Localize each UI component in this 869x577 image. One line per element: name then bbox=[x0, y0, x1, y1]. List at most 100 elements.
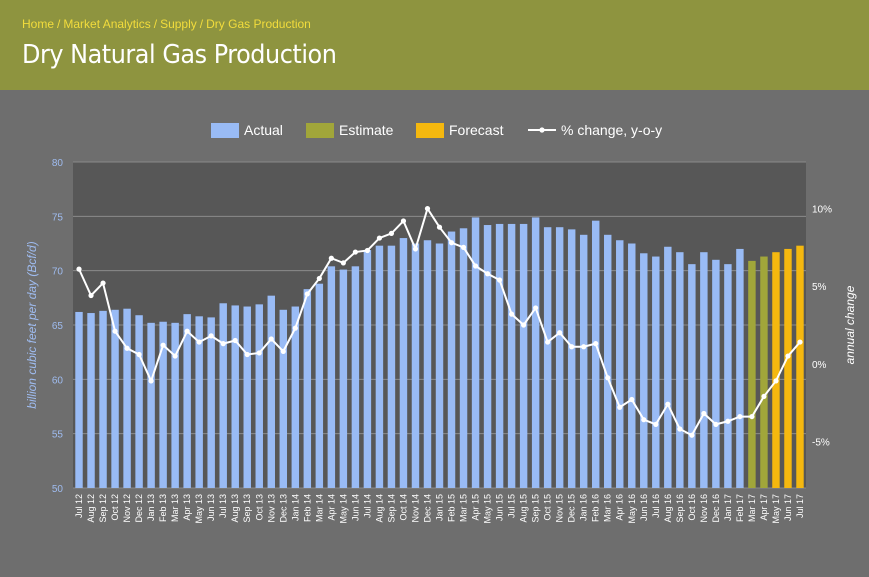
x-tick-label: Jul 15 bbox=[507, 494, 517, 518]
legend-marker-pct-change bbox=[539, 127, 545, 133]
bar-forecast-jun-17 bbox=[784, 248, 792, 488]
bar-actual-jun-16 bbox=[640, 253, 648, 488]
bar-actual-dec-14 bbox=[423, 240, 432, 488]
legend-swatch-estimate[interactable] bbox=[306, 123, 334, 138]
bar-actual-mar-16 bbox=[604, 234, 612, 488]
bar-actual-aug-16 bbox=[664, 246, 672, 488]
pct-change-point-nov-12 bbox=[124, 345, 130, 351]
bar-actual-feb-16 bbox=[591, 220, 600, 488]
bar-actual-may-13 bbox=[195, 316, 203, 488]
pct-change-point-apr-15 bbox=[472, 263, 479, 269]
breadcrumb-dry-gas-production-link[interactable]: Dry Gas Production bbox=[206, 17, 311, 31]
bar-actual-apr-16 bbox=[616, 240, 624, 488]
bar-actual-nov-16 bbox=[700, 252, 708, 488]
bar-estimate-mar-17 bbox=[748, 260, 756, 488]
pct-change-point-oct-16 bbox=[689, 432, 695, 438]
bar-actual-may-15 bbox=[483, 225, 492, 488]
bar-actual-feb-17 bbox=[736, 248, 744, 488]
bar-actual-aug-14 bbox=[375, 245, 384, 488]
pct-change-point-may-13 bbox=[196, 339, 202, 345]
pct-change-point-aug-16 bbox=[665, 401, 671, 407]
x-tick-label: Feb 13 bbox=[158, 494, 168, 522]
bar-actual-sep-15 bbox=[531, 217, 540, 489]
x-tick-label: Jul 16 bbox=[651, 494, 661, 518]
x-tick-label: Mar 17 bbox=[747, 494, 757, 522]
bar-actual-aug-15 bbox=[519, 223, 528, 488]
bar-estimate-apr-17 bbox=[760, 256, 768, 488]
pct-change-point-jul-14 bbox=[364, 247, 371, 254]
pct-change-point-apr-14 bbox=[328, 255, 334, 261]
bar-actual-aug-13 bbox=[231, 305, 239, 488]
bar-actual-feb-15 bbox=[447, 231, 456, 488]
pct-change-point-mar-13 bbox=[172, 353, 178, 359]
x-tick-label: Jan 15 bbox=[435, 494, 445, 521]
legend-label-pct-change[interactable]: % change, y-o-y bbox=[561, 122, 662, 138]
x-tick-label: Jun 14 bbox=[350, 494, 360, 521]
pct-change-point-nov-13 bbox=[268, 336, 274, 342]
bar-actual-jun-14 bbox=[351, 266, 360, 488]
x-tick-label: May 14 bbox=[338, 494, 348, 524]
x-tick-label: Apr 14 bbox=[326, 494, 336, 521]
pct-change-point-nov-14 bbox=[412, 246, 419, 252]
pct-change-point-sep-14 bbox=[388, 230, 395, 237]
pct-change-point-oct-12 bbox=[112, 328, 118, 334]
bar-actual-jul-14 bbox=[363, 250, 372, 488]
pct-change-point-may-14 bbox=[340, 260, 346, 266]
x-tick-label: Dec 16 bbox=[711, 494, 721, 523]
y-tick-label: 60 bbox=[52, 375, 64, 386]
x-tick-label: Apr 16 bbox=[615, 494, 625, 521]
bar-actual-apr-14 bbox=[327, 266, 336, 488]
pct-change-point-jul-12 bbox=[76, 266, 82, 272]
breadcrumb-home-link[interactable]: Home bbox=[22, 17, 55, 31]
x-tick-label: Jan 17 bbox=[723, 494, 733, 521]
x-tick-label: Mar 14 bbox=[314, 494, 324, 522]
x-tick-label: Mar 15 bbox=[459, 494, 469, 522]
bar-actual-mar-15 bbox=[459, 228, 468, 488]
page-title: Dry Natural Gas Production bbox=[22, 40, 337, 70]
bar-actual-may-14 bbox=[339, 269, 348, 488]
bar-actual-jul-15 bbox=[507, 223, 516, 488]
bar-actual-jun-15 bbox=[495, 223, 504, 488]
breadcrumb-separator: / bbox=[153, 17, 158, 31]
x-tick-label: Nov 15 bbox=[555, 494, 565, 523]
bar-actual-oct-16 bbox=[688, 264, 696, 488]
pct-change-point-oct-15 bbox=[545, 339, 551, 345]
bar-actual-jul-16 bbox=[652, 256, 660, 488]
breadcrumb-supply-link[interactable]: Supply bbox=[160, 17, 197, 31]
pct-change-point-feb-13 bbox=[160, 342, 166, 348]
legend-label-forecast[interactable]: Forecast bbox=[449, 122, 504, 138]
pct-change-point-feb-17 bbox=[737, 413, 743, 420]
pct-change-point-nov-16 bbox=[701, 410, 707, 417]
pct-change-point-sep-12 bbox=[100, 280, 106, 286]
x-tick-label: Nov 12 bbox=[122, 494, 132, 523]
x-tick-label: Oct 13 bbox=[254, 494, 264, 521]
pct-change-point-jun-15 bbox=[496, 277, 503, 283]
legend-label-actual[interactable]: Actual bbox=[244, 122, 283, 138]
chart-container: 50 55 60 65 70 75 80 10% 5% 0% -5% Jul 12 Aug 12 Sep … bbox=[0, 90, 869, 572]
pct-change-point-oct-13 bbox=[256, 350, 262, 356]
x-tick-label: Sep 12 bbox=[98, 494, 108, 523]
bar-forecast-may-17 bbox=[772, 252, 780, 488]
pct-change-point-feb-14 bbox=[304, 291, 310, 297]
bar-actual-oct-15 bbox=[543, 227, 552, 488]
pct-change-point-jan-16 bbox=[581, 344, 587, 350]
legend-swatch-actual[interactable] bbox=[211, 123, 239, 138]
x-tick-label: Jun 17 bbox=[783, 494, 793, 521]
y2-tick-label: 10% bbox=[812, 205, 832, 216]
legend-swatch-forecast[interactable] bbox=[416, 123, 444, 138]
header-bar: Home / Market Analytics / Supply / Dry Gas Pro… bbox=[0, 0, 869, 90]
x-tick-label: Jun 13 bbox=[206, 494, 216, 521]
y-tick-label: 70 bbox=[52, 267, 64, 278]
x-tick-label: Apr 13 bbox=[182, 494, 192, 521]
pct-change-point-aug-13 bbox=[232, 337, 238, 344]
bar-actual-feb-13 bbox=[159, 321, 167, 488]
pct-change-point-jul-16 bbox=[653, 421, 659, 427]
pct-change-point-sep-13 bbox=[244, 351, 250, 358]
y-tick-label: 50 bbox=[52, 484, 64, 495]
legend-label-estimate[interactable]: Estimate bbox=[339, 122, 394, 138]
breadcrumb-market-analytics-link[interactable]: Market Analytics bbox=[63, 17, 151, 31]
x-tick-label: Oct 12 bbox=[110, 494, 120, 521]
x-tick-label: Mar 16 bbox=[603, 494, 613, 522]
pct-change-point-jan-14 bbox=[292, 325, 298, 331]
